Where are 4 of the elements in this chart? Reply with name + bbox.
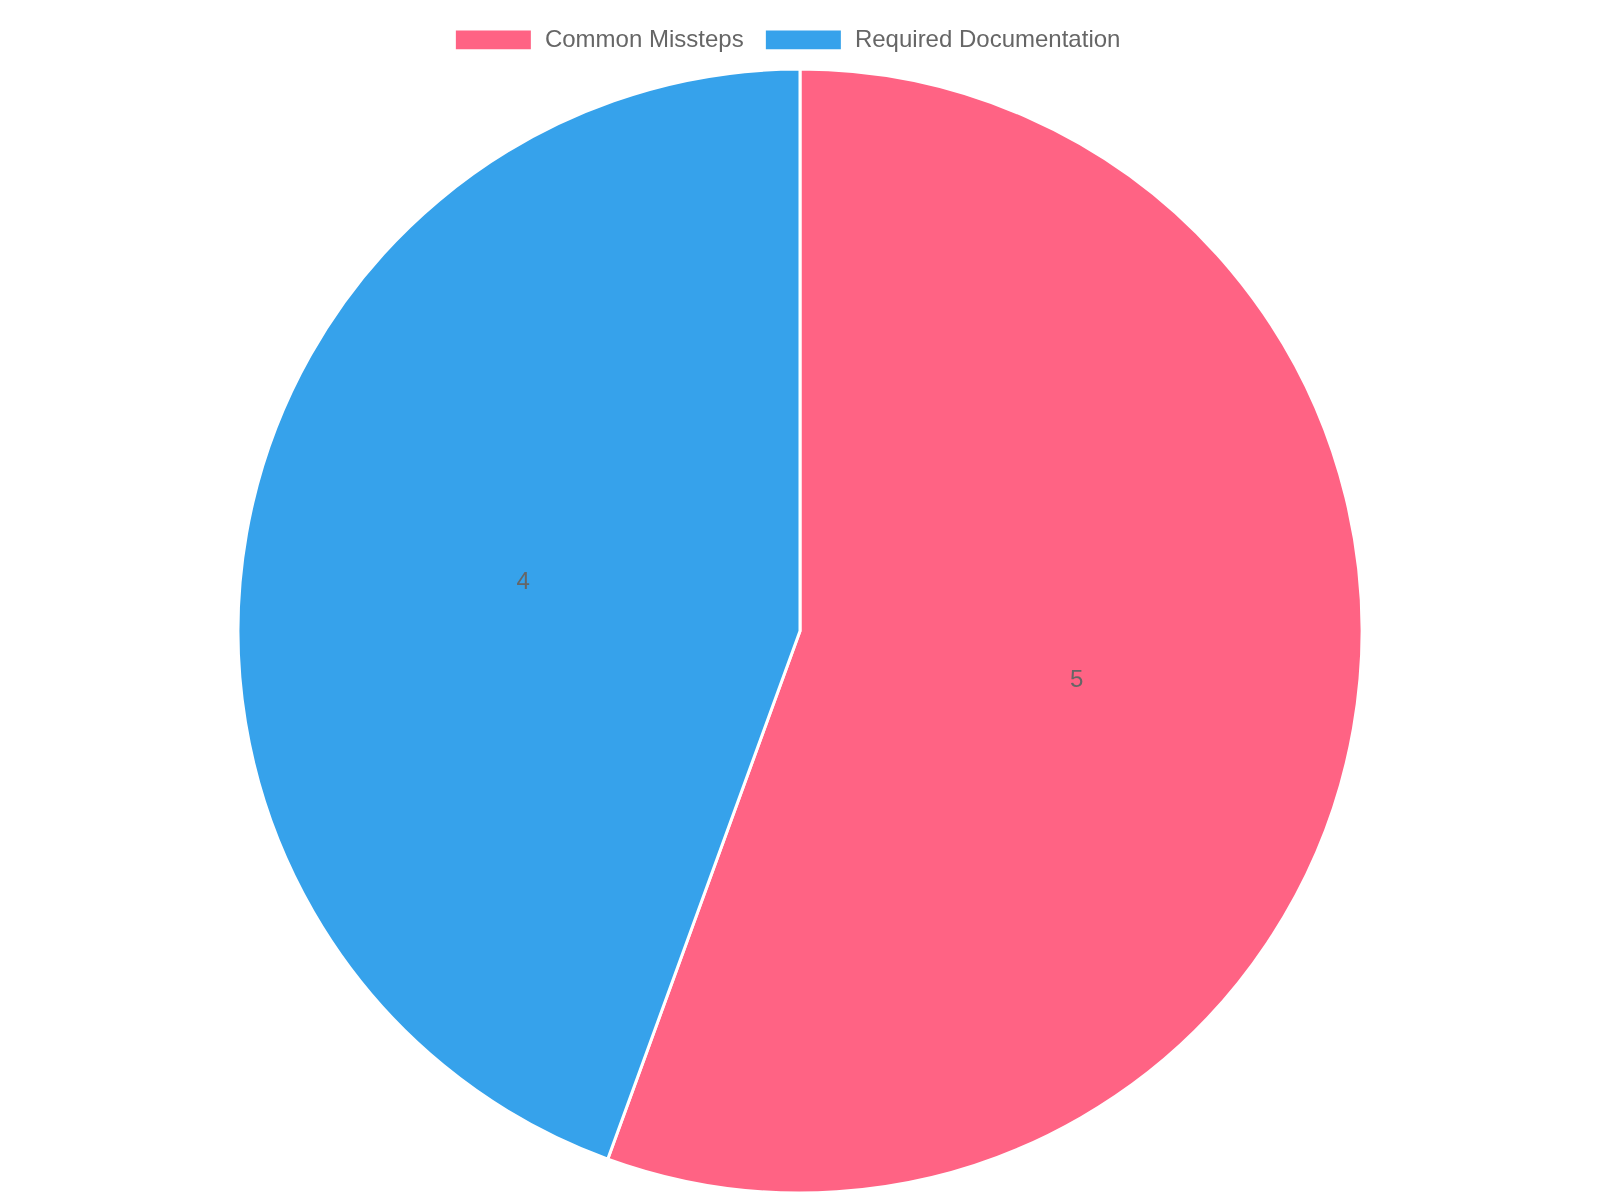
data-label: 5: [1070, 664, 1084, 692]
legend-label: Required Documentation: [854, 24, 1121, 52]
data-label: 4: [516, 567, 530, 595]
legend-label: Common Missteps: [544, 24, 744, 52]
